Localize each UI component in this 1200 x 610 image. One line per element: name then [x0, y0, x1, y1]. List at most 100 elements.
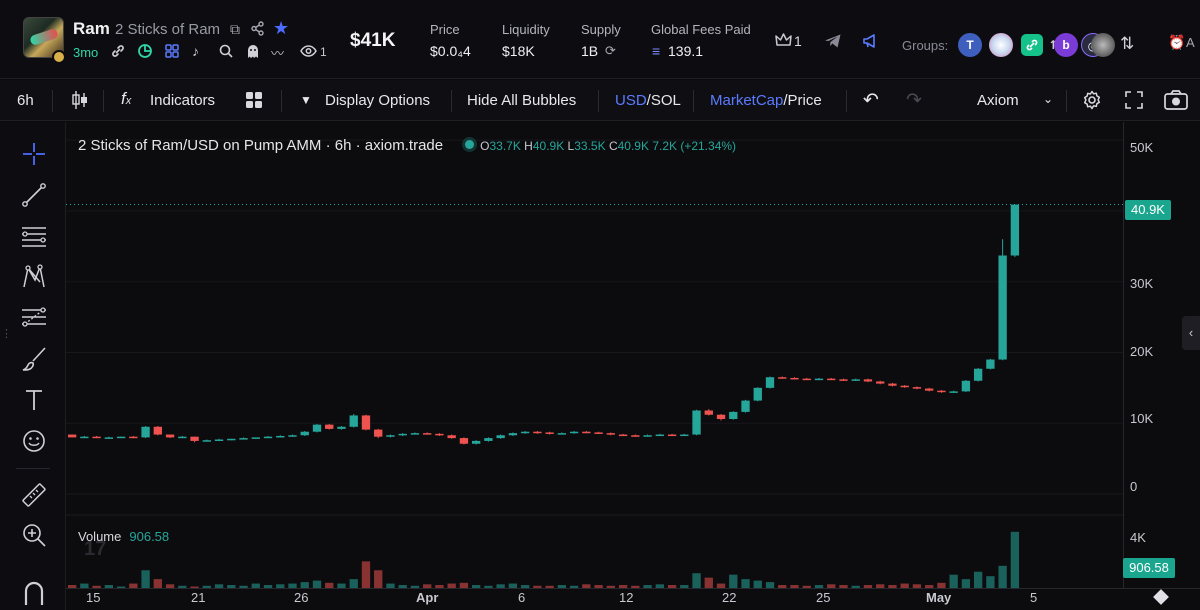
- crosshair-tool-icon[interactable]: [19, 139, 49, 169]
- candle-body: [753, 387, 762, 401]
- source-select[interactable]: Axiom: [977, 92, 1019, 109]
- group-b-icon[interactable]: b: [1054, 33, 1078, 57]
- interval-select[interactable]: 6h: [17, 92, 34, 109]
- display-options-button[interactable]: Display Options: [325, 92, 431, 109]
- supply-value: 1B: [581, 43, 599, 59]
- share-icon[interactable]: [250, 21, 265, 39]
- groups-label: Groups:: [902, 38, 949, 53]
- fullscreen-icon[interactable]: [1124, 90, 1144, 114]
- volume-bar: [680, 585, 689, 588]
- pie-chart-icon[interactable]: [137, 43, 153, 62]
- token-name[interactable]: 2 Sticks of Ram: [115, 21, 221, 38]
- magnet-tool-icon[interactable]: [19, 577, 49, 607]
- volume-bar: [386, 583, 395, 588]
- copy-icon[interactable]: ⧉: [230, 21, 240, 37]
- candle-type-icon[interactable]: [71, 89, 89, 115]
- fib-tool-icon[interactable]: [19, 302, 49, 332]
- volume-bar: [778, 585, 787, 588]
- screenshot-camera-icon[interactable]: [1163, 89, 1189, 115]
- telegram-icon[interactable]: [824, 33, 842, 52]
- time-axis[interactable]: [66, 588, 1200, 610]
- x-tick-label: Apr: [416, 590, 439, 605]
- brush-tool-icon[interactable]: [19, 344, 49, 374]
- pattern-tool-icon[interactable]: [19, 262, 49, 292]
- group-avatar-icon[interactable]: [1091, 33, 1115, 57]
- text-tool-icon[interactable]: [19, 385, 49, 415]
- alert-icon[interactable]: ⏰: [1168, 34, 1186, 50]
- candle-body: [312, 424, 322, 432]
- candle-body: [778, 377, 787, 379]
- volume-bar: [618, 585, 628, 588]
- group-flower-icon[interactable]: [989, 33, 1013, 57]
- group-link-icon[interactable]: [1021, 34, 1043, 56]
- chevron-down-icon[interactable]: ⌄: [1043, 92, 1054, 106]
- settings-gear-icon[interactable]: [1081, 89, 1103, 115]
- price-chart[interactable]: [66, 122, 1123, 588]
- marketcap-option[interactable]: MarketCap: [710, 92, 784, 109]
- volume-bar: [790, 585, 799, 588]
- volume-bar: [484, 585, 493, 588]
- refresh-icon[interactable]: ⟳: [605, 43, 616, 58]
- crown-icon[interactable]: [775, 33, 792, 51]
- horizontal-lines-tool-icon[interactable]: [19, 221, 49, 251]
- emoji-tool-icon[interactable]: [19, 426, 49, 456]
- indicators-icon[interactable]: fx: [121, 89, 132, 108]
- volume-bar: [276, 584, 285, 588]
- candle-body: [227, 438, 236, 441]
- metric-toggle[interactable]: MarketCap/Price: [710, 92, 822, 109]
- candle-body: [361, 415, 371, 430]
- low-value: 33.5K: [574, 139, 606, 153]
- ruler-tool-icon[interactable]: [19, 480, 49, 510]
- solana-icon: ≡: [652, 43, 661, 59]
- ghost-icon[interactable]: [246, 43, 260, 62]
- trend-line-tool-icon[interactable]: [19, 180, 49, 210]
- candle-body: [961, 380, 971, 392]
- layout-grid-icon[interactable]: [244, 90, 264, 114]
- indicators-button[interactable]: Indicators: [150, 92, 216, 109]
- group-t-icon[interactable]: T: [958, 33, 982, 57]
- candle-body: [190, 436, 199, 441]
- candle-body: [533, 431, 542, 434]
- usd-option[interactable]: USD: [615, 92, 647, 109]
- tradingview-logo[interactable]: 17: [84, 538, 107, 560]
- star-icon[interactable]: ★: [273, 18, 290, 38]
- price-label: Price: [430, 22, 460, 37]
- volume-legend: Volume 906.58: [78, 529, 169, 544]
- volume-bar: [1010, 531, 1020, 588]
- search-icon[interactable]: [218, 43, 234, 62]
- price-option[interactable]: /Price: [783, 92, 822, 109]
- candle-body: [973, 368, 983, 381]
- undo-icon[interactable]: ↶: [863, 90, 879, 111]
- zoom-in-icon[interactable]: [19, 520, 49, 550]
- price-axis[interactable]: [1123, 122, 1200, 588]
- bundles-icon[interactable]: [164, 43, 180, 62]
- lips-icon[interactable]: 〰: [271, 46, 285, 61]
- currency-toggle[interactable]: USD/SOL: [615, 92, 681, 109]
- sol-option[interactable]: /SOL: [646, 92, 681, 109]
- tiktok-icon[interactable]: ♪: [192, 43, 199, 59]
- redo-icon[interactable]: ↷: [906, 90, 922, 111]
- collapse-panel-button[interactable]: ‹: [1182, 316, 1200, 350]
- hide-bubbles-button[interactable]: Hide All Bubbles: [467, 92, 577, 109]
- candle-body: [851, 379, 860, 381]
- volume-bar: [998, 565, 1007, 588]
- liquidity-label: Liquidity: [502, 22, 550, 37]
- link-icon[interactable]: [110, 43, 126, 62]
- candle-body: [349, 415, 358, 427]
- alert-label[interactable]: A: [1186, 35, 1195, 50]
- candle-body: [104, 437, 114, 439]
- drag-handle-icon[interactable]: ⋮: [1, 328, 12, 340]
- token-ticker: Ram: [73, 19, 110, 38]
- display-options-caret-icon[interactable]: ▼: [300, 93, 312, 107]
- eye-icon[interactable]: [300, 43, 317, 62]
- sort-arrows-icon[interactable]: ⇅: [1120, 34, 1135, 53]
- volume-bar: [692, 573, 701, 588]
- volume-bar: [827, 584, 836, 588]
- volume-bar: [214, 584, 224, 588]
- megaphone-icon[interactable]: [862, 33, 880, 52]
- candle-body: [129, 436, 138, 439]
- chart-canvas[interactable]: [66, 122, 1123, 588]
- candle-body: [814, 378, 824, 381]
- volume-bar: [631, 585, 640, 588]
- token-avatar[interactable]: [23, 17, 64, 58]
